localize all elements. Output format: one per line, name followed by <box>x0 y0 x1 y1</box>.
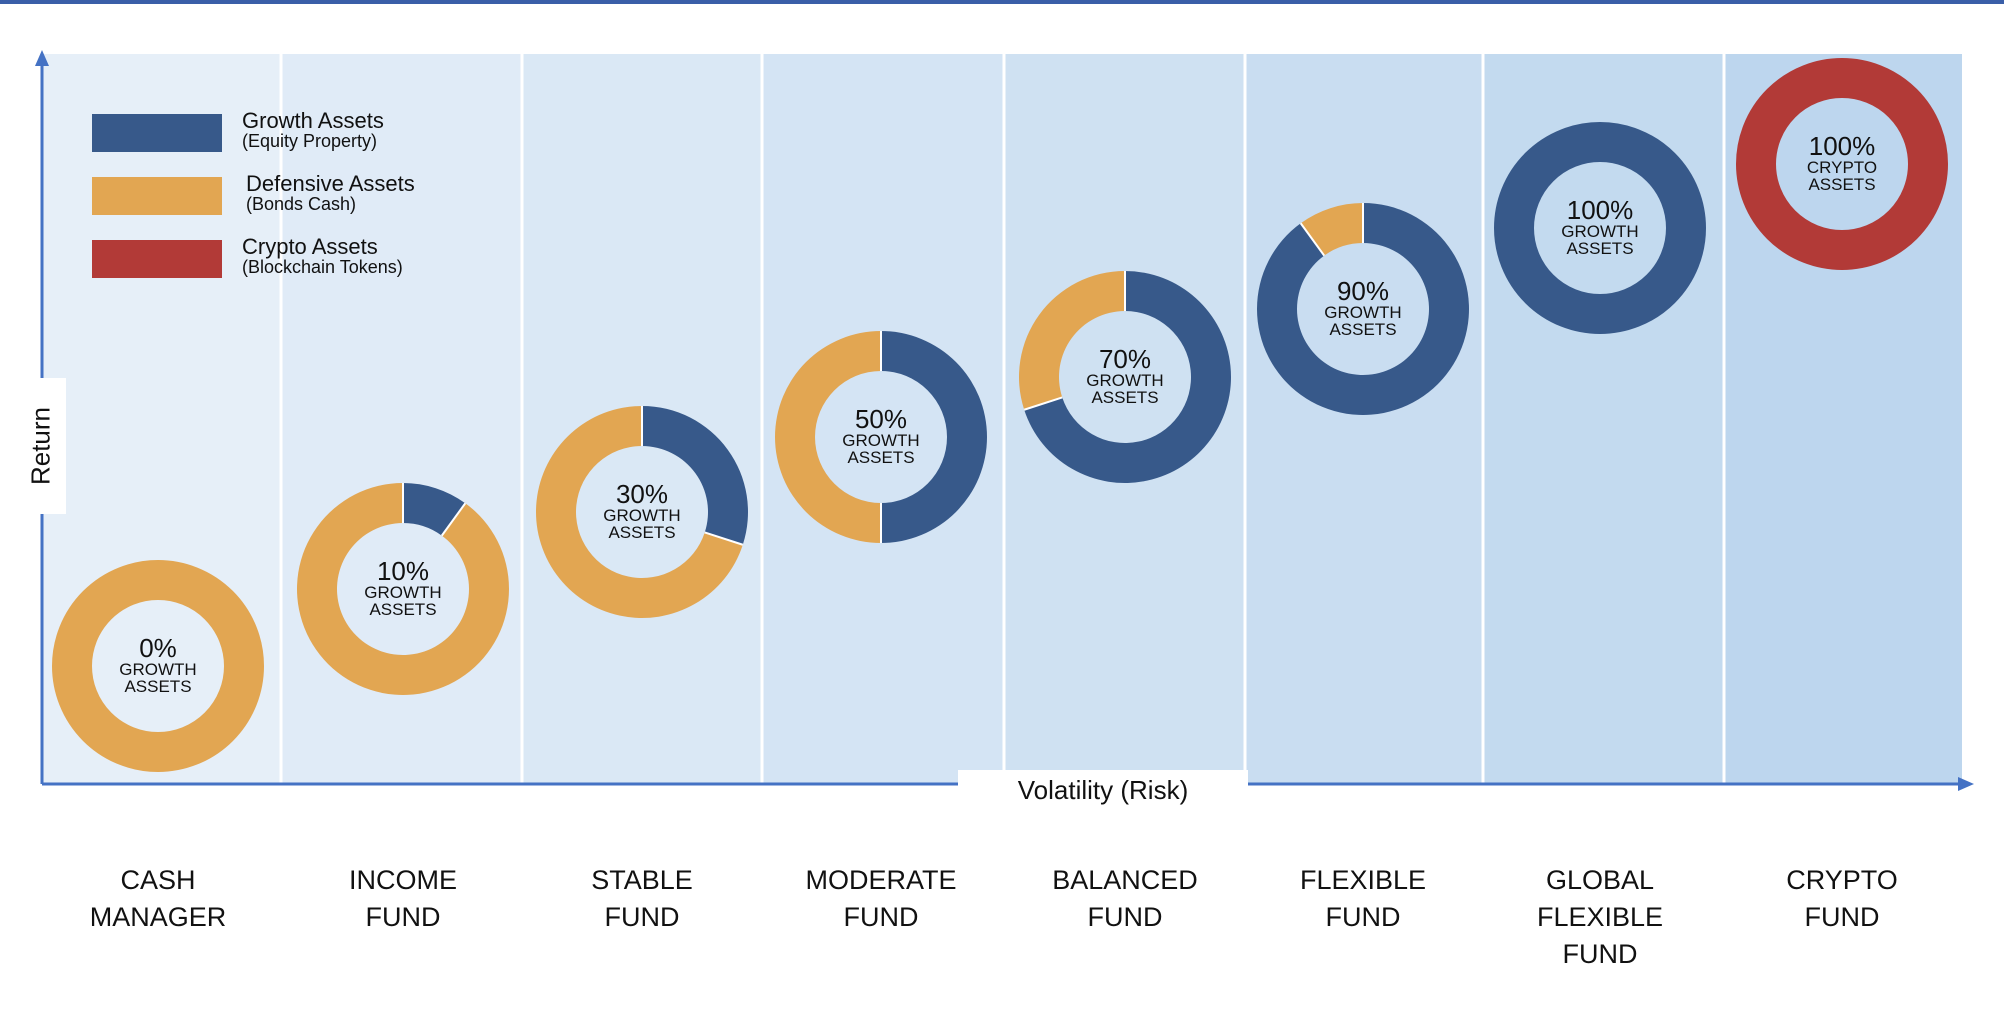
donut-caption-line2: ASSETS <box>1329 320 1397 339</box>
donut-caption-line1: GROWTH <box>1324 303 1402 322</box>
donut-separator <box>440 502 467 537</box>
donut-center-label: 50% GROWTH ASSETS <box>806 406 956 466</box>
donut-caption-line1: GROWTH <box>1086 371 1164 390</box>
donut-percent: 70% <box>1098 344 1152 374</box>
legend-label-defensive: Defensive Assets <box>246 171 415 196</box>
donut-caption-line1: GROWTH <box>842 431 920 450</box>
donut-segment-growth <box>1257 203 1470 416</box>
fund-category-label: GLOBAL FLEXIBLE FUND <box>1536 865 1664 969</box>
fund-category-label: INCOME FUND <box>349 865 457 932</box>
donut-segment-growth <box>642 406 748 545</box>
legend-sublabel-crypto: (Blockchain Tokens) <box>242 257 403 277</box>
donut-caption-line1: GROWTH <box>364 583 442 602</box>
legend-label-growth: Growth Assets <box>242 108 384 133</box>
fund-category-label: CRYPTO FUND <box>1786 865 1898 932</box>
donut-caption-line2: ASSETS <box>124 677 192 696</box>
donut-center-label: 0% GROWTH ASSETS <box>83 635 233 695</box>
donut-segment-growth <box>881 331 987 543</box>
donut-center-label: 30% GROWTH ASSETS <box>567 481 717 541</box>
legend-item-defensive: Defensive Assets (Bonds Cash) <box>92 172 492 222</box>
donut-caption-line2: ASSETS <box>1091 388 1159 407</box>
donut-center-label: 10% GROWTH ASSETS <box>328 558 478 618</box>
donut-caption-line2: ASSETS <box>369 600 437 619</box>
y-axis-label: Return <box>25 406 56 486</box>
donut-percent: 0% <box>139 633 177 663</box>
donut-caption-line1: GROWTH <box>1561 222 1639 241</box>
donut-separator <box>1299 222 1326 257</box>
donut-segment-crypto <box>1736 58 1948 270</box>
donut-separator <box>704 531 744 546</box>
donut-percent: 30% <box>615 479 669 509</box>
donut-caption-line1: GROWTH <box>119 660 197 679</box>
x-axis-arrowhead <box>1958 777 1974 791</box>
donut-segment-defensive <box>536 406 743 618</box>
donut-segment-defensive <box>1019 271 1125 410</box>
donut-percent: 10% <box>376 556 430 586</box>
donut-percent: 90% <box>1336 276 1390 306</box>
donut-caption-line2: ASSETS <box>608 523 676 542</box>
donut-segment-defensive <box>775 331 881 543</box>
donut-segment-defensive <box>52 560 264 772</box>
donut-percent: 100% <box>1808 131 1876 161</box>
donut-caption-line2: ASSETS <box>1566 239 1634 258</box>
chart-plot <box>35 50 1974 791</box>
fund-category-label: MODERATE FUND <box>805 865 957 932</box>
legend-sublabel-defensive: (Bonds Cash) <box>246 194 357 214</box>
donut-caption-line2: ASSETS <box>847 448 915 467</box>
donut-center-label: 100% GROWTH ASSETS <box>1525 197 1675 257</box>
donut-segment-defensive <box>1300 203 1363 256</box>
donut-caption-line1: GROWTH <box>603 506 681 525</box>
fund-category-label: CASH MANAGER <box>89 865 227 932</box>
donut-separator <box>1023 396 1063 411</box>
legend-item-growth: Growth Assets (Equity Property) <box>92 109 492 159</box>
legend-swatch-defensive <box>92 177 222 215</box>
donut-percent: 50% <box>854 404 908 434</box>
x-axis-label: Volatility (Risk) <box>958 770 1248 810</box>
donut-center-label: 100% CRYPTO ASSETS <box>1767 133 1917 193</box>
y-axis-label-box: Return <box>16 378 66 514</box>
background-band <box>1245 54 1483 784</box>
y-axis-arrowhead <box>35 50 49 66</box>
donut-center-label: 90% GROWTH ASSETS <box>1288 278 1438 338</box>
legend-label-crypto: Crypto Assets <box>242 234 378 259</box>
donut-caption-line1: CRYPTO <box>1806 158 1878 177</box>
fund-category-label: FLEXIBLE FUND <box>1299 865 1427 932</box>
donut-center-label: 70% GROWTH ASSETS <box>1050 346 1200 406</box>
fund-category-label: STABLE FUND <box>591 865 693 932</box>
legend-swatch-growth <box>92 114 222 152</box>
legend-sublabel-growth: (Equity Property) <box>242 131 378 151</box>
donut-caption-line2: ASSETS <box>1808 175 1876 194</box>
donut-segment-growth <box>1024 271 1232 483</box>
donut-segment-growth <box>1494 122 1706 334</box>
donut-segment-growth <box>403 483 466 536</box>
fund-category-label: BALANCED FUND <box>1052 865 1198 932</box>
donut-segment-defensive <box>297 483 509 696</box>
donut-percent: 100% <box>1566 195 1634 225</box>
legend-swatch-crypto <box>92 240 222 278</box>
legend-item-crypto: Crypto Assets (Blockchain Tokens) <box>92 235 492 285</box>
